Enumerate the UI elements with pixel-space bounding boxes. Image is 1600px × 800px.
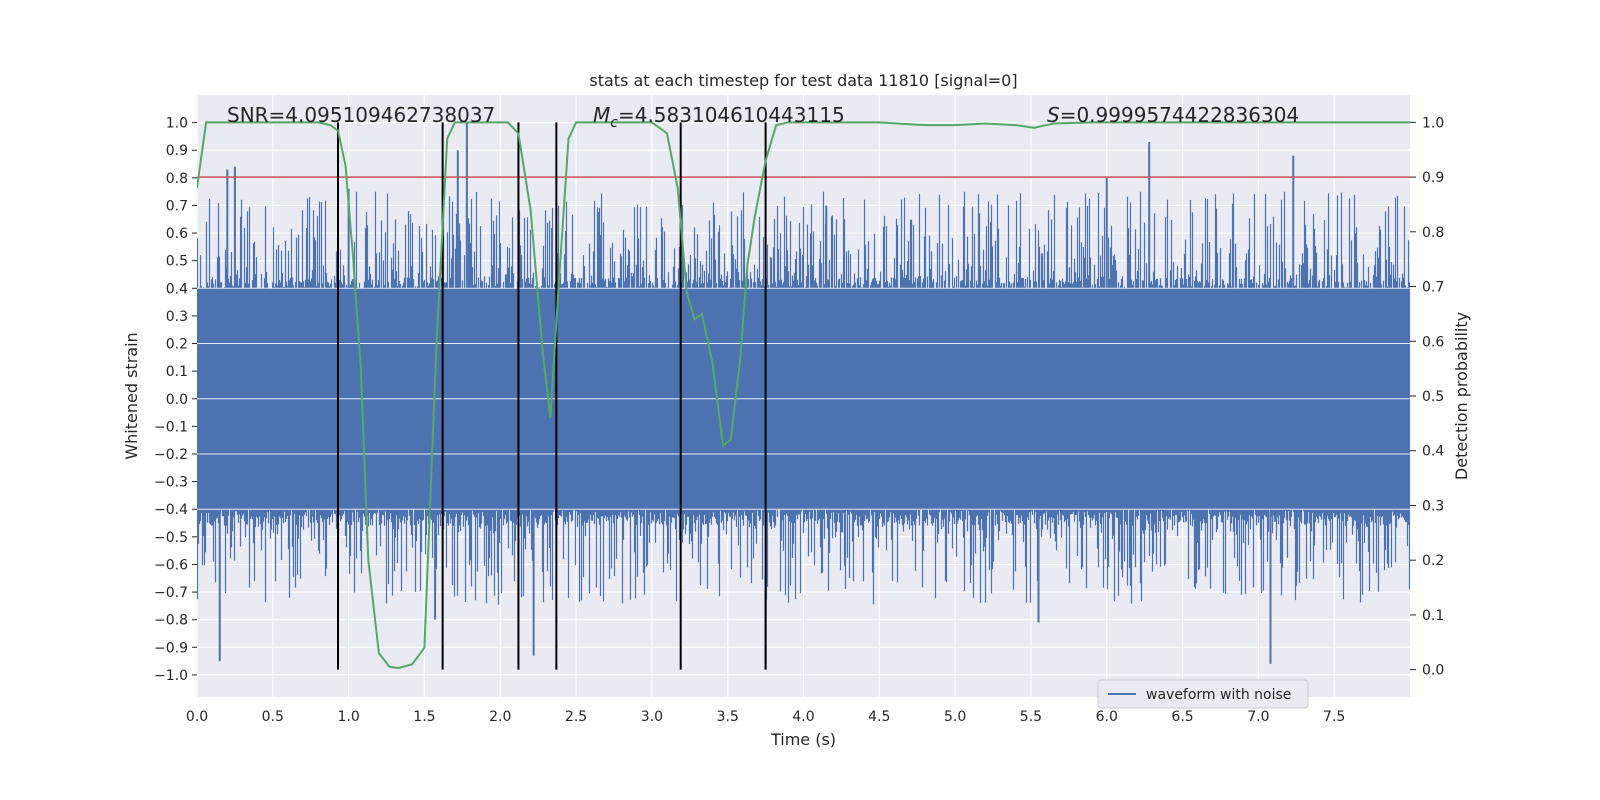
snr-annotation: SNR=4.095109462738037	[227, 103, 495, 127]
score-value: =0.9999574422836304	[1060, 103, 1299, 127]
y-tick-label: 0.7	[166, 198, 188, 214]
chirp-mass-annotation: Mc=4.583104610443115	[593, 103, 845, 131]
x-tick-label: 3.5	[717, 709, 739, 725]
y-tick-label: −0.8	[154, 613, 188, 629]
x-tick-label: 0.5	[262, 709, 284, 725]
waveform-peaks	[197, 122, 1410, 670]
y-axis-ticks: 1.0 0.9 0.8 0.7 0.6 0.5 0.4 0.3 0.2 0.1 0.0 −0.1 −0.…	[154, 116, 197, 684]
x-axis-ticks: 0.0 0.5 1.0 1.5 2.0 2.5 3.0 3.5 4.0 4.5 5.0 5.5 6.0 6…	[186, 709, 1345, 725]
x-tick-label: 4.5	[868, 709, 890, 725]
y-tick-label: 0.0	[166, 392, 188, 408]
y-axis-label: Whitened strain	[122, 332, 141, 459]
y2-tick-label: 0.2	[1422, 553, 1444, 569]
y2-tick-label: 0.8	[1422, 225, 1444, 241]
y-tick-label: 0.8	[166, 171, 188, 187]
chirp-mass-subscript: c	[610, 115, 618, 131]
y-tick-label: 0.1	[166, 364, 188, 380]
y-tick-label: 0.5	[166, 254, 188, 270]
y2-tick-label: 0.5	[1422, 389, 1444, 405]
y-tick-label: −0.1	[154, 419, 188, 435]
x-tick-label: 7.0	[1247, 709, 1269, 725]
y-tick-label: 0.9	[166, 143, 188, 159]
y2-tick-label: 1.0	[1422, 115, 1444, 131]
x-tick-label: 5.0	[944, 709, 966, 725]
x-tick-label: 1.0	[337, 709, 359, 725]
y2-axis-label: Detection probability	[1452, 312, 1471, 480]
y2-tick-label: 0.4	[1422, 444, 1444, 460]
y-tick-label: 0.3	[166, 309, 188, 325]
waveform-core-band	[197, 288, 1410, 504]
x-tick-label: 2.0	[489, 709, 511, 725]
y-tick-label: −0.2	[154, 447, 188, 463]
y2-tick-label: 0.9	[1422, 170, 1444, 186]
y-tick-label: −0.3	[154, 475, 188, 491]
x-tick-label: 1.5	[413, 709, 435, 725]
chart-title: stats at each timestep for test data 118…	[589, 71, 1017, 90]
score-symbol: S	[1047, 103, 1060, 127]
y-tick-label: 0.4	[166, 281, 188, 297]
chirp-mass-symbol: M	[593, 103, 610, 127]
y2-axis-ticks: 1.0 0.9 0.8 0.7 0.6 0.5 0.4 0.3 0.2 0.1 0.0	[1410, 115, 1444, 679]
x-axis-label: Time (s)	[770, 730, 836, 749]
x-tick-label: 4.0	[792, 709, 814, 725]
y-tick-label: −0.6	[154, 557, 188, 573]
x-tick-label: 5.5	[1020, 709, 1042, 725]
x-tick-label: 2.5	[565, 709, 587, 725]
y2-tick-label: 0.3	[1422, 498, 1444, 514]
y-tick-label: −0.9	[154, 640, 188, 656]
y2-tick-label: 0.0	[1422, 663, 1444, 679]
y-tick-label: −1.0	[154, 668, 188, 684]
legend-box	[1097, 679, 1309, 709]
y-tick-label: 0.6	[166, 226, 188, 242]
x-tick-label: 3.0	[641, 709, 663, 725]
x-tick-label: 7.5	[1323, 709, 1345, 725]
y-tick-label: −0.4	[154, 502, 188, 518]
chirp-mass-value: =4.583104610443115	[618, 103, 845, 127]
x-tick-label: 0.0	[186, 709, 208, 725]
y2-tick-label: 0.6	[1422, 334, 1444, 350]
x-tick-label: 6.0	[1096, 709, 1118, 725]
legend-label-waveform: waveform with noise	[1146, 687, 1291, 703]
y2-tick-label: 0.7	[1422, 280, 1444, 296]
score-annotation: S=0.9999574422836304	[1047, 103, 1299, 127]
detection-probability-line	[197, 121, 1410, 670]
y2-tick-label: 0.1	[1422, 608, 1444, 624]
x-tick-label: 6.5	[1171, 709, 1193, 725]
y-tick-label: 0.2	[166, 337, 188, 353]
legend: waveform with noise	[1097, 679, 1309, 709]
y-tick-label: −0.7	[154, 585, 188, 601]
plot-area	[197, 121, 1410, 670]
y-tick-label: 1.0	[166, 116, 188, 132]
y-tick-label: −0.5	[154, 530, 188, 546]
